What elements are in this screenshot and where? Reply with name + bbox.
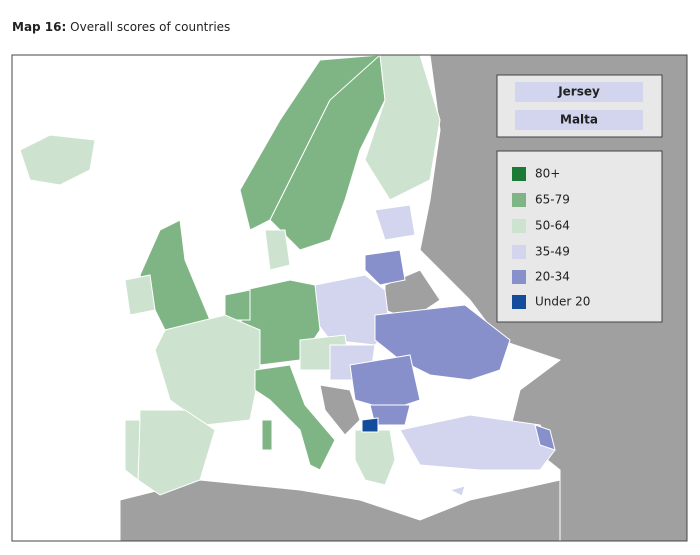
country (399, 414, 556, 471)
country (361, 417, 379, 433)
legend-swatch (512, 219, 526, 233)
map-frame (11, 54, 688, 542)
legend-swatch (512, 167, 526, 181)
country (124, 274, 156, 316)
inset-swatch (515, 82, 643, 102)
country (349, 354, 421, 411)
country (364, 54, 441, 201)
legend-label: 65-79 (535, 193, 570, 207)
country (448, 485, 466, 497)
legend: 80+ 65-79 50-64 35-49 20-34 Under 20 (512, 167, 590, 309)
legend-label: 20-34 (535, 270, 570, 284)
legend-label: 80+ (535, 167, 560, 181)
country (19, 134, 96, 186)
title: Map 16: Overall scores of countries (12, 20, 230, 34)
inset-label: Jersey (557, 85, 600, 99)
land-other (319, 384, 361, 436)
legend-swatch (512, 193, 526, 207)
legend-swatch (512, 295, 526, 309)
legend-swatch (512, 245, 526, 259)
country (224, 289, 251, 321)
legend-label: 50-64 (535, 219, 570, 233)
country (124, 419, 141, 481)
inset-label: Malta (560, 113, 598, 127)
country (154, 314, 261, 426)
country (364, 249, 406, 286)
legend-label: Under 20 (535, 295, 590, 309)
country (254, 364, 336, 471)
country (261, 419, 273, 451)
legend-swatch (512, 270, 526, 284)
country (354, 429, 396, 486)
country (534, 424, 556, 451)
country (374, 204, 416, 241)
country (269, 53, 386, 251)
country (264, 229, 291, 271)
inset-swatch (515, 110, 643, 130)
title-label: Map 16: (12, 20, 66, 34)
title-text: Overall scores of countries (70, 20, 230, 34)
legend-label: 35-49 (535, 245, 570, 259)
